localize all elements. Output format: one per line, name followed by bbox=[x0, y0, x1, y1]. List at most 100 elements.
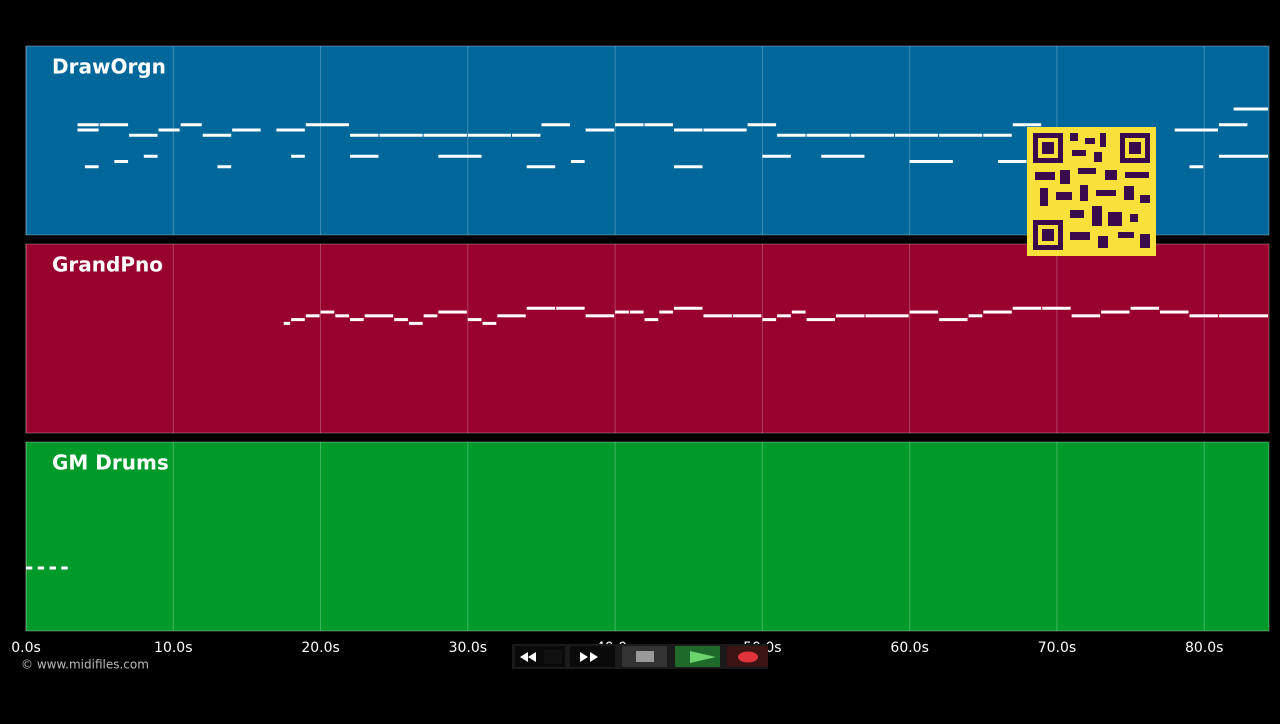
track-panel: GM Drums bbox=[25, 441, 1270, 632]
qr-code bbox=[1027, 127, 1156, 256]
note bbox=[350, 154, 379, 158]
note bbox=[674, 306, 703, 310]
note bbox=[61, 566, 68, 570]
note bbox=[291, 318, 305, 322]
note bbox=[1218, 154, 1268, 158]
note bbox=[1071, 314, 1101, 318]
note bbox=[909, 310, 939, 314]
note bbox=[777, 314, 791, 318]
note bbox=[806, 318, 836, 322]
note bbox=[26, 566, 33, 570]
forward-button[interactable] bbox=[570, 646, 615, 667]
note bbox=[77, 128, 99, 132]
transport-controls bbox=[512, 644, 768, 669]
note bbox=[762, 318, 777, 322]
note bbox=[644, 123, 674, 127]
copyright: © www.midifiles.com bbox=[21, 658, 149, 672]
note bbox=[129, 133, 158, 137]
note bbox=[865, 314, 909, 318]
time-tick-label: 0.0s bbox=[11, 640, 41, 656]
note bbox=[37, 566, 45, 570]
track-background bbox=[25, 441, 1270, 632]
note bbox=[320, 310, 335, 314]
note bbox=[467, 318, 482, 322]
track-name: GM Drums bbox=[52, 451, 169, 475]
note bbox=[1189, 165, 1204, 169]
note bbox=[1160, 310, 1189, 314]
note bbox=[276, 128, 305, 132]
note bbox=[1189, 314, 1218, 318]
note bbox=[364, 314, 394, 318]
note bbox=[512, 133, 541, 137]
note bbox=[438, 154, 482, 158]
note bbox=[585, 128, 615, 132]
track-background bbox=[25, 243, 1270, 434]
note bbox=[659, 310, 674, 314]
note bbox=[1042, 306, 1071, 310]
note bbox=[998, 160, 1027, 163]
note bbox=[541, 123, 570, 127]
note bbox=[180, 123, 202, 127]
note bbox=[556, 306, 585, 310]
note bbox=[438, 310, 467, 314]
note bbox=[703, 314, 732, 318]
note bbox=[467, 133, 512, 137]
note bbox=[968, 314, 983, 318]
note bbox=[1174, 128, 1218, 132]
note bbox=[570, 160, 585, 163]
note bbox=[983, 133, 1012, 137]
play-button[interactable] bbox=[675, 646, 720, 667]
note bbox=[84, 165, 99, 169]
note bbox=[526, 306, 556, 310]
stop-button[interactable] bbox=[622, 646, 667, 667]
note bbox=[777, 133, 806, 137]
note bbox=[791, 310, 806, 314]
record-button[interactable] bbox=[727, 646, 768, 667]
note bbox=[49, 566, 56, 570]
note bbox=[423, 133, 467, 137]
note bbox=[497, 314, 526, 318]
note bbox=[143, 154, 158, 158]
note bbox=[526, 165, 556, 169]
note bbox=[909, 160, 953, 163]
note bbox=[585, 314, 615, 318]
note bbox=[1012, 306, 1042, 310]
note bbox=[894, 133, 939, 137]
time-tick-label: 10.0s bbox=[154, 640, 192, 656]
note bbox=[703, 128, 747, 132]
note bbox=[821, 154, 865, 158]
note bbox=[1233, 107, 1268, 111]
time-tick-label: 20.0s bbox=[301, 640, 339, 656]
note bbox=[762, 154, 791, 158]
note bbox=[615, 310, 629, 314]
note bbox=[482, 321, 497, 325]
time-tick-label: 30.0s bbox=[449, 640, 487, 656]
note bbox=[747, 123, 777, 127]
note bbox=[1101, 310, 1130, 314]
note bbox=[379, 133, 423, 137]
time-tick-label: 80.0s bbox=[1185, 640, 1223, 656]
note bbox=[305, 314, 320, 318]
note bbox=[806, 133, 850, 137]
time-tick-label: 60.0s bbox=[890, 640, 928, 656]
note bbox=[394, 318, 408, 322]
note bbox=[305, 123, 350, 127]
note bbox=[1218, 123, 1248, 127]
note bbox=[283, 321, 291, 325]
note bbox=[1012, 123, 1042, 127]
track-name: DrawOrgn bbox=[52, 55, 166, 79]
note bbox=[158, 128, 180, 132]
note bbox=[939, 133, 983, 137]
note bbox=[217, 165, 232, 169]
note bbox=[335, 314, 350, 318]
note bbox=[350, 318, 364, 322]
note bbox=[350, 133, 379, 137]
note bbox=[836, 314, 865, 318]
note bbox=[615, 123, 644, 127]
note bbox=[1218, 314, 1268, 318]
rewind-button[interactable] bbox=[515, 646, 565, 667]
note bbox=[629, 310, 644, 314]
note bbox=[291, 154, 305, 158]
note bbox=[644, 318, 659, 322]
